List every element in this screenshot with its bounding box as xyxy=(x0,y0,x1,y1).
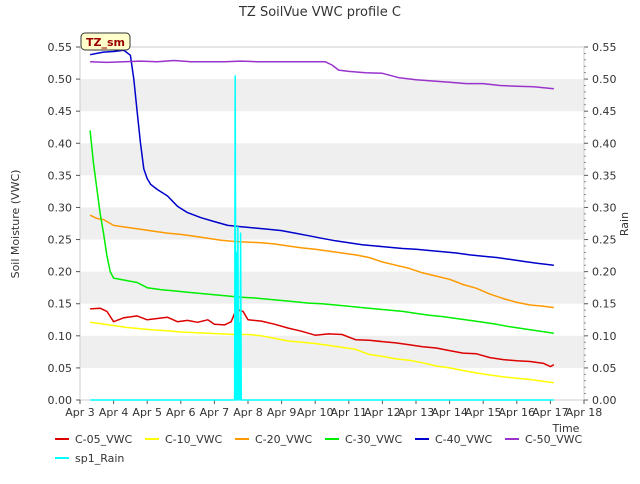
grid-band xyxy=(80,335,584,368)
x-tick-label: Apr 7 xyxy=(200,406,230,419)
series-line-sp1-rain xyxy=(90,75,554,401)
y2-tick-label: 0.05 xyxy=(592,362,617,375)
y2-axis-label: Rain xyxy=(618,212,631,236)
series-line-c-30-vwc xyxy=(89,130,554,335)
series-line-c-20-vwc xyxy=(89,214,554,309)
x-tick-label: Apr 9 xyxy=(267,406,297,419)
y2-tick-label: 0.50 xyxy=(592,73,617,86)
y2-tick-label: 0.55 xyxy=(592,41,617,54)
x-tick-label: Apr 17 xyxy=(532,406,569,419)
grid-band xyxy=(80,143,584,176)
x-tick-label: Apr 8 xyxy=(233,406,263,419)
y2-tick-label: 0.00 xyxy=(592,394,617,407)
legend-label: C-05_VWC xyxy=(75,433,133,446)
x-tick-label: Apr 4 xyxy=(99,406,129,419)
y-tick-label: 0.40 xyxy=(48,137,73,150)
series-lines xyxy=(89,49,555,401)
y2-tick-label: 0.30 xyxy=(592,201,617,214)
x-tick-label: Apr 10 xyxy=(297,406,334,419)
legend-label: C-40_VWC xyxy=(435,433,493,446)
legend-label: sp1_Rain xyxy=(75,452,124,465)
x-axis-label: Time xyxy=(552,422,580,435)
grid-band xyxy=(80,207,584,240)
chart-title: TZ SoilVue VWC profile C xyxy=(238,5,401,20)
y-tick-label: 0.25 xyxy=(48,234,73,247)
series-line-c-40-vwc xyxy=(89,49,554,266)
x-tick-label: Apr 3 xyxy=(65,406,95,419)
x-tick-label: Apr 6 xyxy=(166,406,196,419)
y-tick-label: 0.50 xyxy=(48,73,73,86)
y-tick-label: 0.30 xyxy=(48,201,73,214)
station-badge-label: TZ_sm xyxy=(86,36,125,49)
grid-band xyxy=(80,79,584,112)
x-tick-label: Apr 11 xyxy=(331,406,368,419)
x-tick-label: Apr 13 xyxy=(398,406,435,419)
x-tick-label: Apr 15 xyxy=(465,406,502,419)
x-tick-label: Apr 14 xyxy=(431,406,468,419)
y2-tick-label: 0.25 xyxy=(592,234,617,247)
x-tick-label: Apr 18 xyxy=(566,406,603,419)
legend: C-05_VWC C-10_VWC C-20_VWC C-30_VWC C-40_VWC… xyxy=(55,433,583,465)
y-tick-label: 0.15 xyxy=(48,298,73,311)
x-tick-label: Apr 5 xyxy=(132,406,162,419)
grid-band xyxy=(80,271,584,304)
y-tick-label: 0.05 xyxy=(48,362,73,375)
series-line-c-10-vwc xyxy=(90,321,554,384)
y-tick-label: 0.00 xyxy=(48,394,73,407)
y-axis-label: Soil Moisture (VWC) xyxy=(9,170,22,279)
legend-label: C-10_VWC xyxy=(165,433,223,446)
grid-bands xyxy=(80,47,584,400)
y2-tick-label: 0.45 xyxy=(592,105,617,118)
legend-label: C-50_VWC xyxy=(525,433,583,446)
y-tick-label: 0.20 xyxy=(48,266,73,279)
x-tick-label: Apr 12 xyxy=(364,406,401,419)
series-line-c-50-vwc xyxy=(90,59,554,90)
axis-labels: 0.00 0.00 0.05 0.05 0.10 0.10 0.15 0.15 0.20 0.20… xyxy=(9,5,631,435)
y-tick-label: 0.45 xyxy=(48,105,73,118)
y2-tick-label: 0.40 xyxy=(592,137,617,150)
y2-tick-label: 0.15 xyxy=(592,298,617,311)
y-tick-label: 0.10 xyxy=(48,330,73,343)
y2-tick-label: 0.20 xyxy=(592,266,617,279)
y-tick-label: 0.35 xyxy=(48,169,73,182)
legend-label: C-20_VWC xyxy=(255,433,313,446)
legend-label: C-30_VWC xyxy=(345,433,403,446)
y2-tick-label: 0.10 xyxy=(592,330,617,343)
station-badge xyxy=(80,32,131,51)
y2-tick-label: 0.35 xyxy=(592,169,617,182)
x-tick-label: Apr 16 xyxy=(499,406,536,419)
y-tick-label: 0.55 xyxy=(48,41,73,54)
series-line-c-05-vwc xyxy=(90,307,555,368)
